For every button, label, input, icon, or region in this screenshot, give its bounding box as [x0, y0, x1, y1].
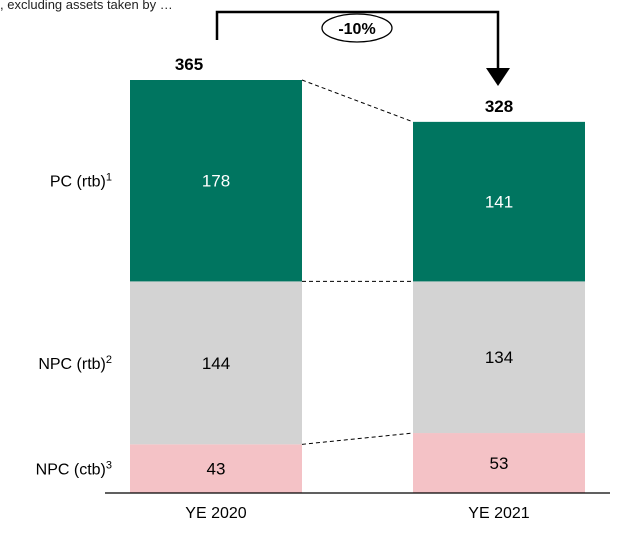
bar-segment [130, 281, 302, 445]
bar-segment [130, 444, 302, 493]
segment-value-label: 53 [490, 454, 509, 473]
x-tick-label: YE 2020 [185, 505, 246, 522]
bar-segment [413, 281, 585, 434]
row-label: NPC (rtb)2 [38, 354, 112, 373]
segment-value-label: 178 [202, 172, 230, 191]
segment-connector [301, 432, 414, 445]
row-label: NPC (ctb)3 [36, 460, 112, 479]
segment-value-label: 144 [202, 354, 230, 373]
total-label: 328 [485, 97, 513, 116]
bar-segment [413, 433, 585, 493]
labels-layer: 43 144 178 365 YE 2020 53 134 141 328 YE 2021 NPC … [36, 55, 530, 522]
bars-layer [130, 80, 585, 493]
total-label: 365 [175, 55, 203, 74]
change-label: -10% [338, 21, 375, 38]
x-tick-label: YE 2021 [468, 505, 529, 522]
row-label: PC (rtb)1 [50, 172, 112, 191]
segment-value-label: 43 [207, 460, 226, 479]
chart-caption: , excluding assets taken by … [0, 0, 173, 12]
segment-value-label: 141 [485, 193, 513, 212]
segment-value-label: 134 [485, 348, 513, 367]
change-ellipse [321, 13, 393, 43]
connector-lines [301, 79, 414, 445]
bar-segment [413, 121, 585, 282]
change-arrow-path [215, 10, 500, 70]
change-arrow: -10% [215, 10, 510, 86]
segment-connector [301, 79, 414, 123]
change-arrow-head [486, 68, 510, 86]
bar-segment [130, 80, 302, 282]
